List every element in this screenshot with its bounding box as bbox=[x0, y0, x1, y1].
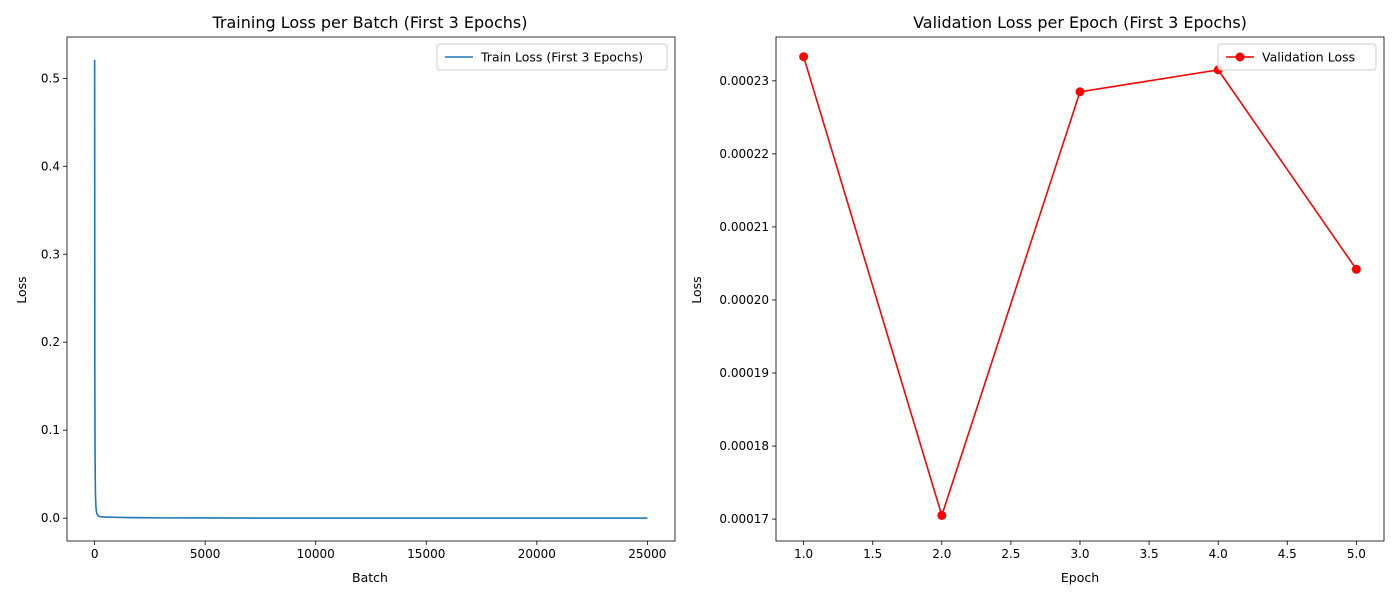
y-tick-label: 0.3 bbox=[41, 247, 60, 261]
y-tick-label: 0.00019 bbox=[719, 366, 769, 380]
x-tick-label: 0 bbox=[91, 547, 99, 561]
y-tick-label: 0.00017 bbox=[719, 512, 769, 526]
y-tick-label: 0.0 bbox=[41, 511, 60, 525]
x-tick-label: 2.0 bbox=[932, 547, 951, 561]
x-tick-label: 4.0 bbox=[1209, 547, 1228, 561]
y-tick-label: 0.2 bbox=[41, 335, 60, 349]
legend-box bbox=[1217, 43, 1377, 71]
y-tick-label: 0.00022 bbox=[719, 147, 769, 161]
data-point bbox=[1351, 264, 1361, 274]
data-point bbox=[799, 52, 809, 62]
x-tick-label: 2.5 bbox=[1001, 547, 1020, 561]
x-tick-label: 5.0 bbox=[1347, 547, 1366, 561]
x-axis-label: Batch bbox=[352, 570, 388, 585]
x-tick-label: 5000 bbox=[190, 547, 221, 561]
y-tick-label: 0.00021 bbox=[719, 220, 769, 234]
data-point bbox=[1075, 87, 1085, 97]
x-tick-label: 20000 bbox=[518, 547, 556, 561]
legend-label: Train Loss (First 3 Epochs) bbox=[480, 50, 643, 65]
series-line bbox=[802, 56, 1358, 517]
y-axis-label: Loss bbox=[689, 276, 704, 303]
training-loss-chart: Training Loss per Batch (First 3 Epochs)… bbox=[14, 13, 676, 585]
x-tick-label: 15000 bbox=[407, 547, 445, 561]
series-line bbox=[93, 59, 648, 519]
x-tick-label: 1.0 bbox=[794, 547, 813, 561]
y-axis-label: Loss bbox=[14, 276, 29, 303]
y-tick-label: 0.00020 bbox=[719, 293, 769, 307]
x-tick-label: 1.5 bbox=[863, 547, 882, 561]
y-tick-label: 0.5 bbox=[41, 71, 60, 85]
y-tick-label: 0.1 bbox=[41, 423, 60, 437]
y-tick-label: 0.00023 bbox=[719, 74, 769, 88]
x-tick-label: 3.5 bbox=[1140, 547, 1159, 561]
x-axis-label: Epoch bbox=[1061, 570, 1099, 585]
plot-area-frame bbox=[775, 36, 1385, 542]
plot-area-frame bbox=[66, 36, 676, 542]
legend-marker bbox=[1235, 52, 1245, 62]
x-tick-label: 4.5 bbox=[1278, 547, 1297, 561]
x-tick-label: 25000 bbox=[628, 547, 666, 561]
chart-title: Validation Loss per Epoch (First 3 Epoch… bbox=[913, 13, 1247, 32]
data-point bbox=[937, 510, 947, 520]
legend-box bbox=[436, 43, 668, 71]
y-tick-label: 0.4 bbox=[41, 159, 60, 173]
validation-loss-chart: Validation Loss per Epoch (First 3 Epoch… bbox=[689, 13, 1385, 585]
x-tick-label: 10000 bbox=[297, 547, 335, 561]
legend-label: Validation Loss bbox=[1262, 50, 1355, 65]
x-tick-label: 3.0 bbox=[1070, 547, 1089, 561]
chart-title: Training Loss per Batch (First 3 Epochs) bbox=[212, 13, 528, 32]
y-tick-label: 0.00018 bbox=[719, 439, 769, 453]
